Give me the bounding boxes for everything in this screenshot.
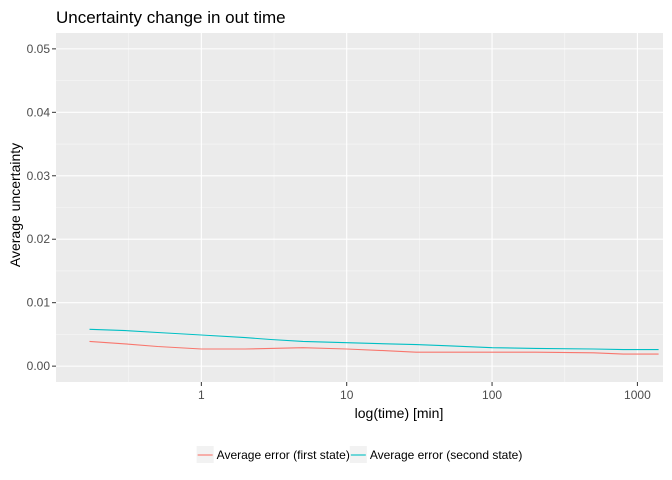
x-tick-label: 1000 xyxy=(624,388,651,402)
y-tick-label: 0.05 xyxy=(27,42,51,56)
y-tick-label: 0.04 xyxy=(27,105,51,119)
x-tick-label: 1 xyxy=(198,388,205,402)
y-axis-title: Average uncertainty xyxy=(7,143,23,267)
x-axis-title: log(time) [min] xyxy=(355,405,444,421)
y-tick-label: 0.02 xyxy=(27,232,51,246)
x-tick-label: 10 xyxy=(340,388,354,402)
series-lines xyxy=(89,328,659,355)
series-line-1 xyxy=(89,340,659,355)
y-tick-label: 0.01 xyxy=(27,296,51,310)
x-axis: 1 10 100 1000 xyxy=(198,382,651,402)
y-axis: 0.00 0.01 0.02 0.03 0.04 0.05 xyxy=(27,42,56,373)
series-line-2 xyxy=(89,328,659,351)
y-tick-label: 0.03 xyxy=(27,169,51,183)
chart-title: Uncertainty change in out time xyxy=(56,8,286,27)
y-tick-label: 0.00 xyxy=(27,359,51,373)
legend: Average error (first state) Average error… xyxy=(196,446,523,463)
x-tick-label: 100 xyxy=(482,388,502,402)
grid-minor xyxy=(56,33,663,382)
legend-label: Average error (second state) xyxy=(370,448,523,462)
legend-label: Average error (first state) xyxy=(217,448,350,462)
grid-major xyxy=(56,33,663,382)
